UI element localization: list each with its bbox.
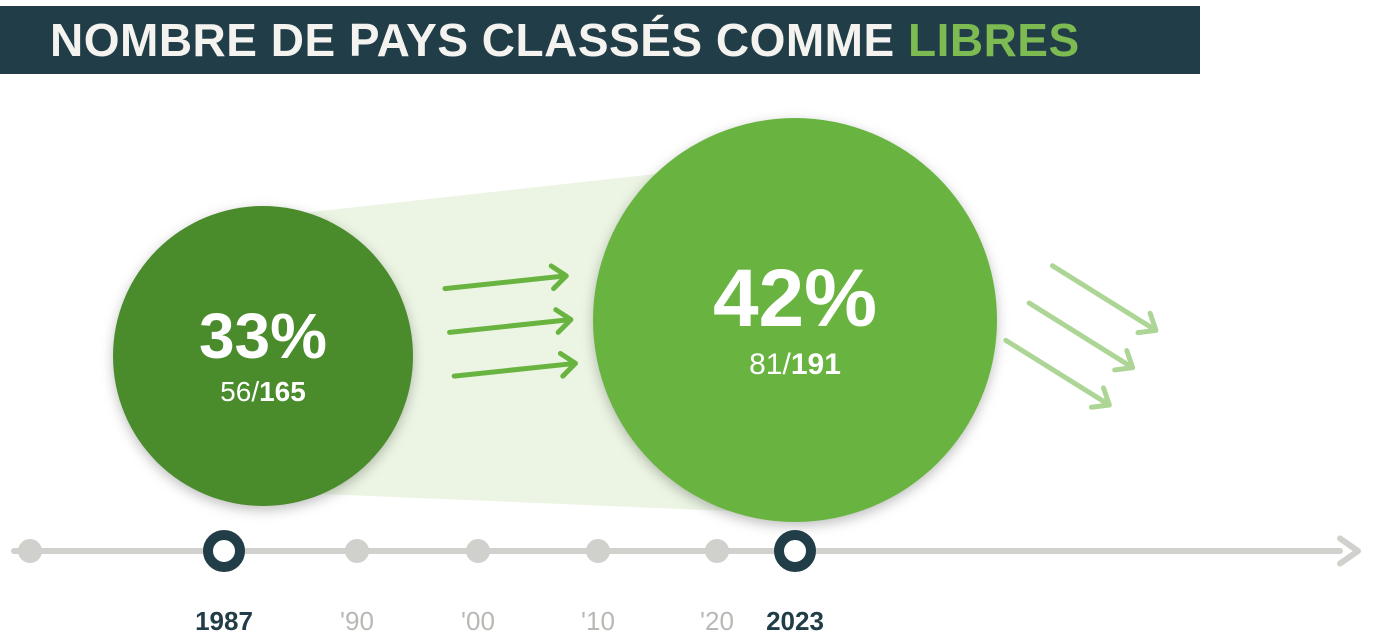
timeline-major-marker (203, 530, 245, 572)
bubble-1987-num: 56 (220, 376, 251, 407)
timeline-label: '10 (581, 606, 615, 637)
timeline-minor-marker (466, 539, 490, 563)
timeline-label: '00 (461, 606, 495, 637)
timeline-minor-marker (18, 539, 42, 563)
title-main: NOMBRE DE PAYS CLASSÉS COMME (50, 14, 895, 66)
title-accent: LIBRES (908, 14, 1080, 66)
bubble-2023-den: 191 (791, 348, 841, 381)
trend-arrows-down (993, 248, 1180, 430)
timeline-label: '90 (340, 606, 374, 637)
infographic-stage: NOMBRE DE PAYS CLASSÉS COMME LIBRES 33% … (0, 0, 1400, 644)
bubble-2023-num: 81 (749, 348, 782, 381)
timeline-minor-marker (586, 539, 610, 563)
timeline-minor-marker (345, 539, 369, 563)
title-bar: NOMBRE DE PAYS CLASSÉS COMME LIBRES (0, 6, 1200, 74)
trend-arrows-up (440, 255, 594, 395)
bubble-2023-fraction: 81/191 (749, 348, 841, 382)
timeline-major-marker (774, 530, 816, 572)
title-text: NOMBRE DE PAYS CLASSÉS COMME LIBRES (50, 13, 1080, 67)
timeline-label: 1987 (195, 606, 253, 637)
timeline-label: '20 (700, 606, 734, 637)
bubble-2023-pct: 42% (713, 258, 877, 340)
timeline-label: 2023 (766, 606, 824, 637)
bubble-1987-fraction: 56/165 (220, 376, 306, 408)
bubble-2023: 42% 81/191 (593, 118, 997, 522)
bubble-1987: 33% 56/165 (113, 206, 413, 506)
bubble-1987-den: 165 (259, 376, 306, 407)
timeline-minor-marker (705, 539, 729, 563)
bubble-1987-pct: 33% (199, 304, 327, 368)
